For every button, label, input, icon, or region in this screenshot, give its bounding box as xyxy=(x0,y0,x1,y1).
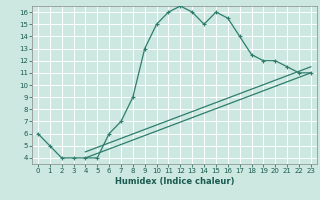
X-axis label: Humidex (Indice chaleur): Humidex (Indice chaleur) xyxy=(115,177,234,186)
